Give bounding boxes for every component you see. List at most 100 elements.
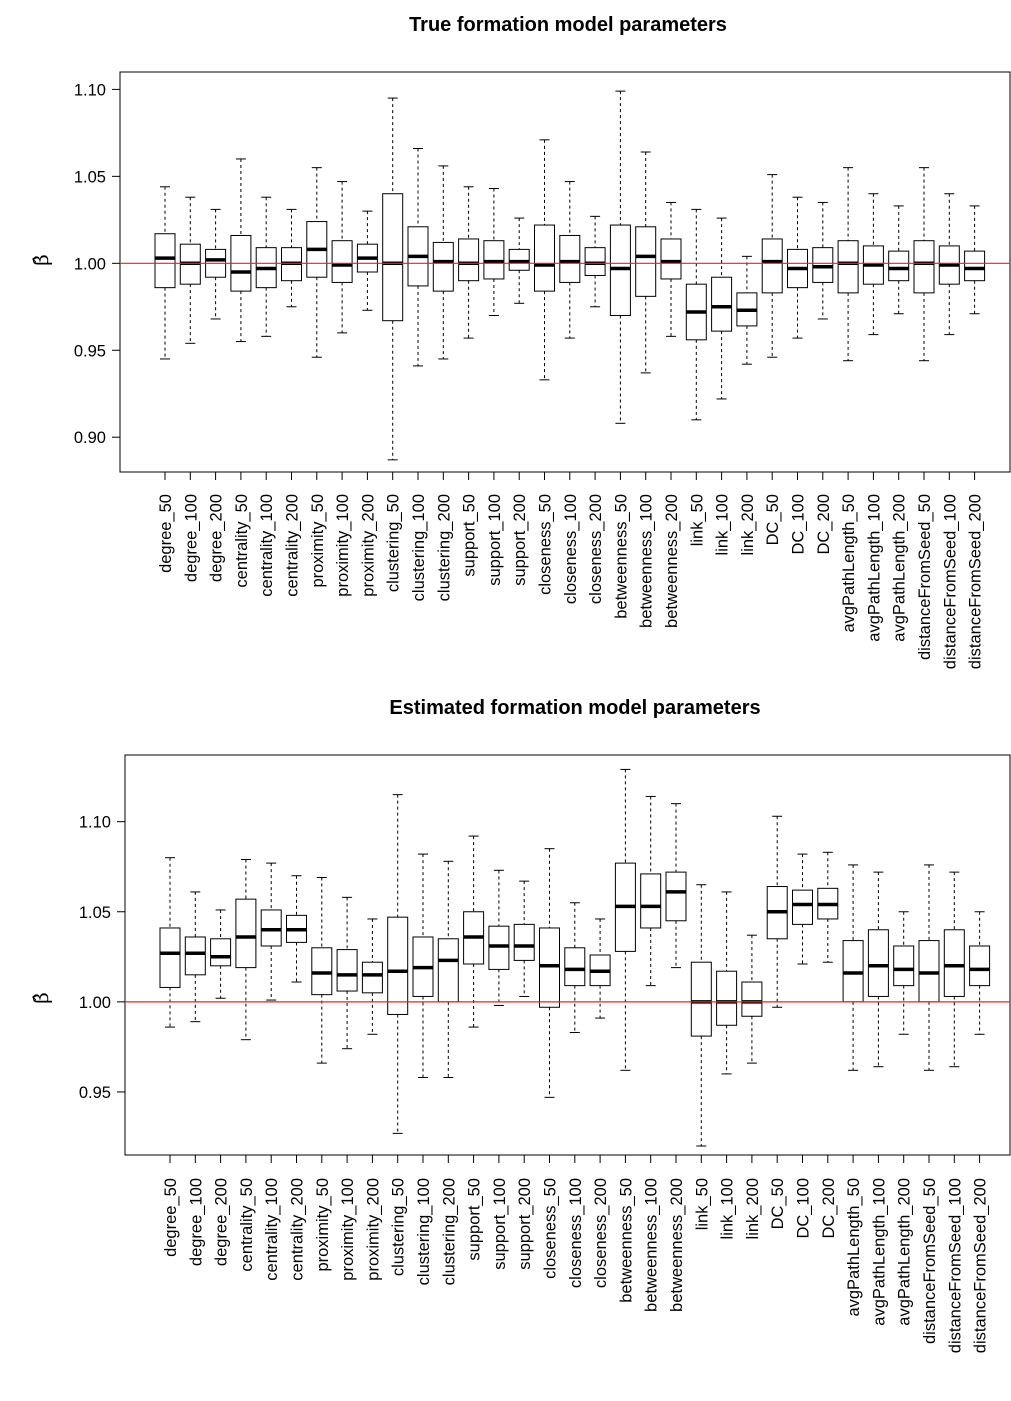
box-degree_200 xyxy=(210,909,232,999)
x-tick-label: clustering_100 xyxy=(410,494,428,601)
y-tick-label: 1.10 xyxy=(79,814,111,832)
box-centrality_50 xyxy=(235,859,257,1041)
box-avgPathLength_50 xyxy=(837,167,859,362)
box-clustering_200 xyxy=(437,860,459,1079)
y-axis-label: β̂ xyxy=(29,992,53,1004)
iqr-box xyxy=(716,970,738,1026)
x-tick-label: proximity_200 xyxy=(359,494,377,597)
box-betweenness_200 xyxy=(665,803,687,969)
y-tick-label: 0.90 xyxy=(74,429,106,447)
iqr-box xyxy=(534,224,555,292)
box-DC_100 xyxy=(792,853,813,965)
iqr-box xyxy=(539,927,560,1008)
x-tick-label: link_200 xyxy=(744,1178,762,1239)
x-tick-label: avgPathLength_200 xyxy=(891,494,909,642)
x-tick-label: link_100 xyxy=(719,1178,737,1239)
box-betweenness_100 xyxy=(635,151,657,374)
y-tick-label: 1.05 xyxy=(79,904,111,922)
plot-area: 0.90 0.95 1.00 1.05 1.10 degree_50 degree_100 d… xyxy=(74,71,1011,669)
box-link_200 xyxy=(736,255,758,365)
panel-true-params: True formation model parameters β̂ 0.900… xyxy=(29,14,1011,669)
x-tick-label: distanceFromSeed_200 xyxy=(967,494,985,669)
iqr-box xyxy=(382,193,404,322)
x-tick-label: degree_200 xyxy=(213,1178,231,1266)
x-tick-label: support_100 xyxy=(491,1178,509,1270)
chart-title: Estimated formation model parameters xyxy=(389,697,760,719)
box-degree_50 xyxy=(154,186,176,360)
box-link_100 xyxy=(716,891,738,1075)
iqr-box xyxy=(336,949,358,992)
x-tick-label: closeness_100 xyxy=(562,494,580,604)
x-tick-label: DC_200 xyxy=(820,1178,838,1239)
x-tick-label: centrality_100 xyxy=(258,494,276,597)
x-tick-label: proximity_100 xyxy=(339,1178,357,1281)
box-clustering_50 xyxy=(382,97,404,461)
x-tick-label: link_50 xyxy=(693,1178,711,1230)
iqr-box xyxy=(635,226,657,297)
x-tick-label: DC_100 xyxy=(795,1178,813,1239)
iqr-box xyxy=(184,936,206,976)
y-tick-label: 1.00 xyxy=(74,255,106,273)
box-degree_200 xyxy=(205,208,227,320)
box-distanceFromSeed_200 xyxy=(964,205,986,315)
box-proximity_100 xyxy=(336,896,358,1050)
x-tick-label: support_200 xyxy=(516,1178,534,1270)
x-tick-label: DC_50 xyxy=(764,494,782,545)
box-link_50 xyxy=(690,884,712,1147)
plot-frame xyxy=(119,71,1011,473)
iqr-box xyxy=(888,250,910,282)
x-tick-label: closeness_50 xyxy=(537,494,555,595)
box-link_100 xyxy=(711,217,733,400)
iqr-box xyxy=(969,945,991,987)
iqr-box xyxy=(437,938,459,1003)
x-tick-label: link_50 xyxy=(688,494,706,546)
box-centrality_100 xyxy=(255,196,277,337)
iqr-box xyxy=(792,889,813,925)
box-avgPathLength_200 xyxy=(888,205,910,315)
x-tick-label: closeness_50 xyxy=(542,1178,560,1279)
y-tick-label: 1.00 xyxy=(79,994,111,1012)
box-DC_50 xyxy=(766,815,788,1008)
box-degree_100 xyxy=(179,196,201,344)
x-tick-label: closeness_100 xyxy=(567,1178,585,1288)
x-tick-label: proximity_200 xyxy=(364,1178,382,1281)
iqr-box xyxy=(943,929,965,997)
iqr-box xyxy=(867,929,889,997)
y-tick-label: 1.10 xyxy=(74,81,106,99)
x-tick-label: betweenness_100 xyxy=(643,1178,661,1312)
iqr-box xyxy=(235,898,257,969)
box-proximity_200 xyxy=(356,210,378,311)
box-closeness_200 xyxy=(584,215,606,308)
box-degree_50 xyxy=(159,857,181,1028)
iqr-box xyxy=(761,238,783,294)
box-avgPathLength_100 xyxy=(862,193,884,336)
x-tick-label: link_100 xyxy=(714,494,732,555)
x-tick-label: clustering_200 xyxy=(440,1178,458,1285)
x-tick-label: avgPathLength_50 xyxy=(840,494,858,633)
x-tick-label: distanceFromSeed_50 xyxy=(916,494,934,660)
iqr-box xyxy=(260,909,282,947)
x-tick-label: betweenness_100 xyxy=(638,494,656,628)
box-centrality_200 xyxy=(286,875,307,983)
box-clustering_100 xyxy=(407,148,429,367)
x-tick-label: support_100 xyxy=(486,494,504,586)
x-tick-label: avgPathLength_50 xyxy=(845,1178,863,1317)
x-tick-label: proximity_50 xyxy=(309,494,327,588)
x-tick-label: degree_100 xyxy=(182,494,200,582)
iqr-box xyxy=(711,276,733,332)
iqr-box xyxy=(690,961,712,1037)
box-clustering_50 xyxy=(387,794,409,1134)
x-tick-label: closeness_200 xyxy=(587,494,605,604)
box-betweenness_200 xyxy=(660,201,682,337)
iqr-box xyxy=(513,923,535,961)
iqr-box xyxy=(559,234,581,283)
box-DC_200 xyxy=(812,201,834,320)
x-tick-label: clustering_200 xyxy=(435,494,453,601)
box-betweenness_50 xyxy=(609,90,631,424)
iqr-box xyxy=(458,238,480,282)
iqr-box xyxy=(432,241,454,292)
iqr-box xyxy=(154,233,176,289)
box-DC_100 xyxy=(787,196,808,339)
box-closeness_200 xyxy=(589,918,611,1019)
